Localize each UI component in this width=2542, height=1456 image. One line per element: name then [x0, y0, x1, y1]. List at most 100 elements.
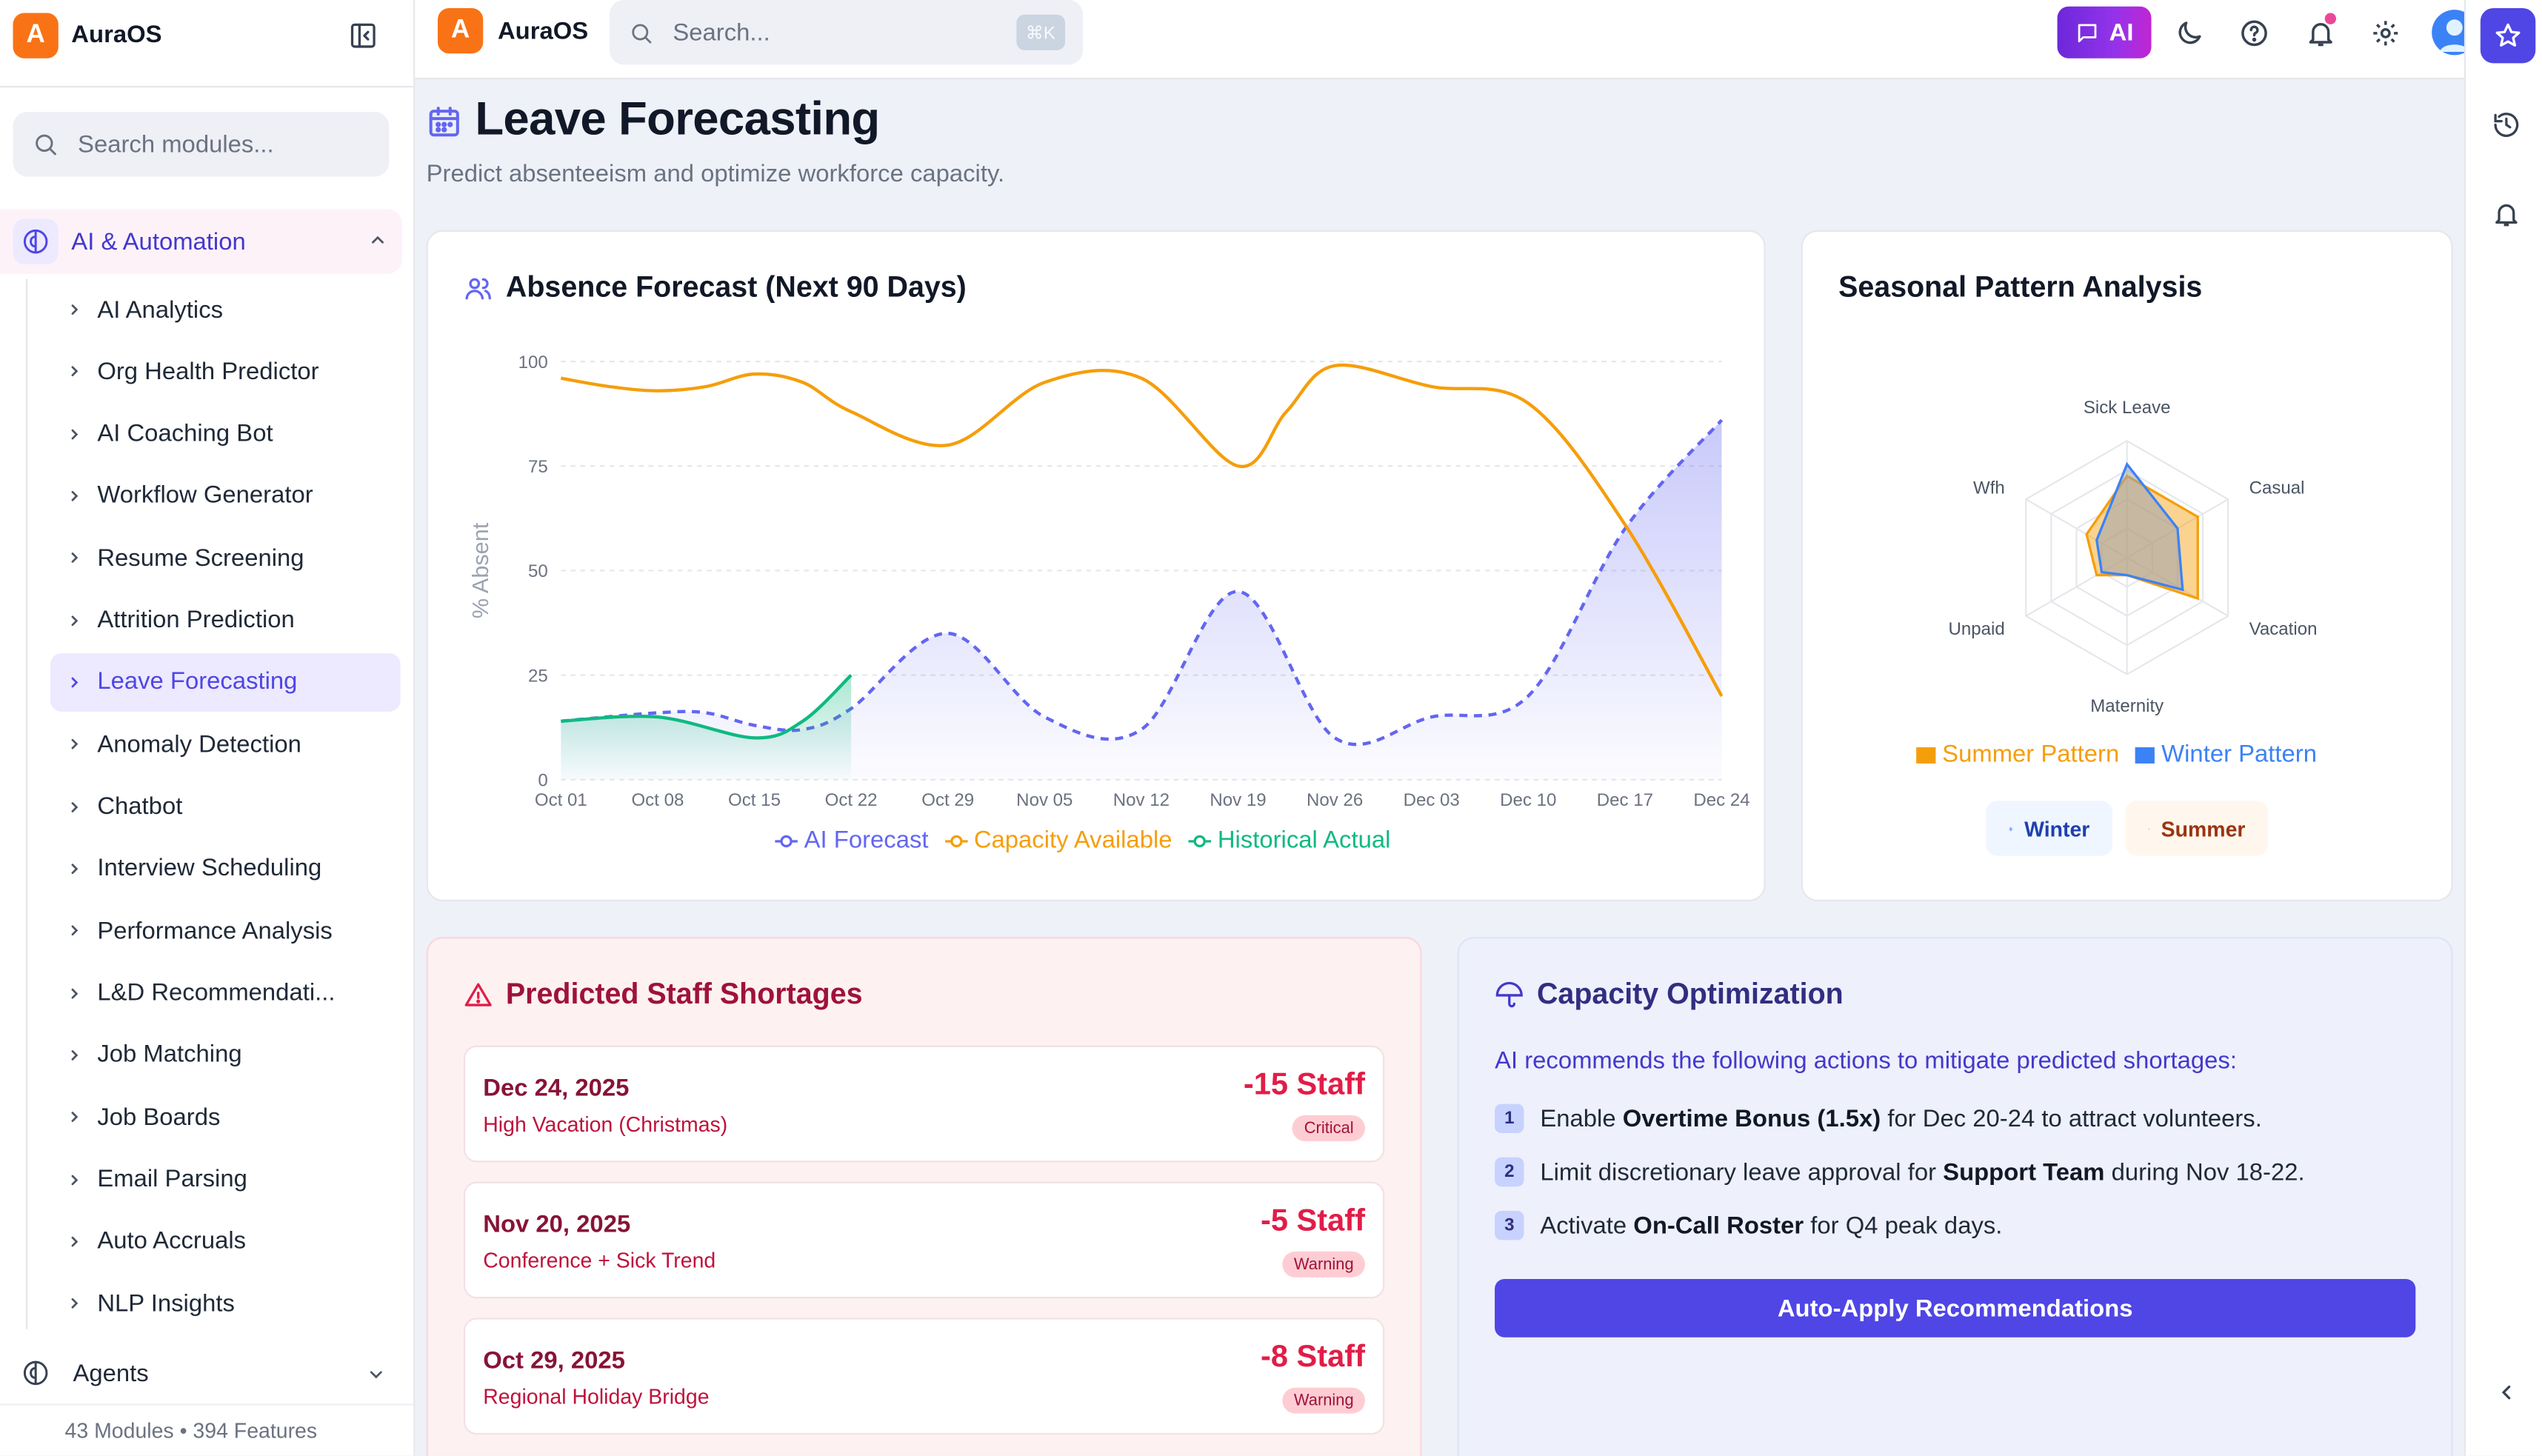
notifications-button[interactable] [2301, 13, 2340, 53]
theme-toggle-button[interactable] [2169, 13, 2209, 53]
legend-item-capacity[interactable]: Capacity Available [944, 826, 1172, 854]
shortage-reason: Conference + Sick Trend [483, 1248, 716, 1273]
sidebar-item-label: Resume Screening [97, 544, 304, 572]
ai-button-label: AI [2109, 19, 2134, 47]
sidebar-item[interactable]: AI Analytics [50, 281, 401, 339]
sidebar-brand[interactable]: A AuraOS [13, 11, 162, 58]
sidebar-collapse-button[interactable] [345, 18, 381, 53]
capacity-optimization-header: Capacity Optimization [1495, 978, 1844, 1012]
recommendation-number: 2 [1495, 1157, 1524, 1187]
legend-item-winter[interactable]: Winter Pattern [2135, 741, 2317, 768]
sidebar-item[interactable]: Anomaly Detection [50, 715, 401, 774]
shortage-delta: -5 Staff [1260, 1204, 1365, 1239]
x-tick-label: Dec 24 [1693, 790, 1749, 810]
recommendation-item: 3 Activate On-Call Roster for Q4 peak da… [1495, 1211, 2002, 1240]
rail-collapse-button[interactable] [2489, 1375, 2524, 1410]
x-tick-label: Nov 05 [1016, 790, 1072, 810]
module-search [13, 112, 390, 177]
sidebar-item-label: L&D Recommendati... [97, 979, 336, 1007]
history-button[interactable] [2489, 107, 2524, 142]
shortage-row[interactable]: Oct 29, 2025 Regional Holiday Bridge -8 … [463, 1318, 1385, 1435]
recommendation-item: 2 Limit discretionary leave approval for… [1495, 1157, 2305, 1187]
page-subtitle: Predict absenteeism and optimize workfor… [426, 160, 1005, 188]
summer-button[interactable]: Summer [2125, 801, 2269, 856]
absence-forecast-card: Absence Forecast (Next 90 Days) 0 25 50 75 1… [426, 230, 1766, 901]
notification-dot [2324, 13, 2337, 24]
sidebar-group-ai-automation[interactable]: AI & Automation [0, 209, 402, 274]
sidebar-item-label: Job Boards [97, 1103, 221, 1132]
app-name: AuraOS [497, 16, 589, 45]
sidebar-item[interactable]: Job Boards [50, 1088, 401, 1146]
sidebar-item-label: Attrition Prediction [97, 606, 295, 635]
recommendation-text: Limit discretionary leave approval for S… [1540, 1158, 2305, 1186]
favorites-button[interactable] [2480, 7, 2536, 64]
x-tick-label: Oct 01 [535, 790, 587, 810]
global-search-input[interactable] [669, 16, 1001, 48]
sidebar-item[interactable]: Performance Analysis [50, 902, 401, 961]
legend-label: Capacity Available [973, 826, 1172, 855]
sidebar-item[interactable]: NLP Insights [50, 1275, 401, 1333]
x-tick-label: Dec 10 [1500, 790, 1556, 810]
legend-item-summer[interactable]: Summer Pattern [1916, 741, 2119, 768]
seasonal-radar-chart: Sick Leave Casual Vacation Maternity Unpaid W… [1949, 398, 2318, 716]
chevron-right-icon [71, 864, 79, 874]
topbar-brand[interactable]: A AuraOS [437, 7, 589, 54]
star-icon [2495, 23, 2521, 47]
staff-shortages-title: Predicted Staff Shortages [505, 977, 863, 1010]
legend-line-marker [944, 834, 968, 847]
capacity-optimization-title: Capacity Optimization [1536, 977, 1844, 1010]
sidebar-item[interactable]: Org Health Predictor [50, 343, 401, 401]
radar-series-winter-pattern[interactable] [2095, 461, 2184, 592]
radar-axis-label: Sick Leave [2084, 398, 2171, 418]
sidebar-item-label: AI Coaching Bot [97, 420, 273, 448]
shortage-reason: High Vacation (Christmas) [483, 1112, 728, 1137]
moon-icon [2178, 21, 2201, 44]
x-tick-label: Nov 19 [1210, 790, 1266, 810]
x-tick-label: Dec 03 [1404, 790, 1460, 810]
sidebar-item[interactable]: Interview Scheduling [50, 840, 401, 898]
sidebar-item[interactable]: Job Matching [50, 1026, 401, 1084]
help-button[interactable] [2234, 13, 2273, 53]
search-icon [36, 134, 56, 156]
sidebar-item[interactable]: Leave Forecasting [50, 653, 401, 712]
ai-assistant-button[interactable]: AI [2057, 6, 2152, 59]
series-line-ai-forecast[interactable] [561, 418, 1724, 747]
chevron-right-icon [71, 615, 79, 626]
module-search-input[interactable] [74, 129, 390, 160]
sidebar-item-label: AI Analytics [97, 295, 224, 324]
y-tick-label: 75 [528, 457, 548, 477]
y-tick-label: 100 [518, 353, 548, 373]
legend-item-historical[interactable]: Historical Actual [1188, 826, 1390, 854]
sidebar-item[interactable]: Chatbot [50, 778, 401, 836]
legend-item-forecast[interactable]: AI Forecast [775, 826, 929, 854]
warning-icon [464, 982, 492, 1006]
help-circle-icon [2241, 19, 2266, 46]
series-line-capacity-available[interactable] [560, 363, 1724, 697]
sidebar-item[interactable]: Auto Accruals [50, 1212, 401, 1271]
shortage-row[interactable]: Dec 24, 2025 High Vacation (Christmas) -… [463, 1045, 1385, 1163]
series-line-historical-actual[interactable] [561, 674, 853, 740]
sidebar-item[interactable]: Workflow Generator [50, 467, 401, 525]
legend-label: Summer Pattern [1942, 741, 2120, 769]
y-tick-label: 50 [528, 561, 548, 581]
chevron-down-icon [370, 1371, 382, 1379]
recommendation-text: Enable Overtime Bonus (1.5x) for Dec 20-… [1540, 1104, 2262, 1132]
users-icon [465, 277, 491, 299]
legend-label: Historical Actual [1217, 826, 1391, 855]
sidebar-item[interactable]: Email Parsing [50, 1150, 401, 1209]
history-icon [2494, 113, 2519, 137]
sidebar-item[interactable]: Attrition Prediction [50, 591, 401, 649]
sidebar-item[interactable]: L&D Recommendati... [50, 964, 401, 1023]
shortage-row[interactable]: Nov 20, 2025 Conference + Sick Trend -5 … [463, 1181, 1385, 1299]
recommendation-number: 1 [1495, 1103, 1524, 1133]
auto-apply-button[interactable]: Auto-Apply Recommendations [1495, 1278, 2416, 1338]
bell-icon [2495, 204, 2518, 227]
sidebar-group-agents[interactable]: Agents [0, 1346, 413, 1400]
sidebar-item[interactable]: Resume Screening [50, 529, 401, 587]
search-shortcut-badge: ⌘K [1015, 14, 1066, 50]
winter-button[interactable]: Winter [1986, 801, 2113, 856]
sidebar-item[interactable]: AI Coaching Bot [50, 404, 401, 463]
rail-notifications-button[interactable] [2489, 196, 2524, 232]
recommendation-item: 1 Enable Overtime Bonus (1.5x) for Dec 2… [1495, 1103, 2262, 1133]
settings-button[interactable] [2365, 13, 2404, 53]
